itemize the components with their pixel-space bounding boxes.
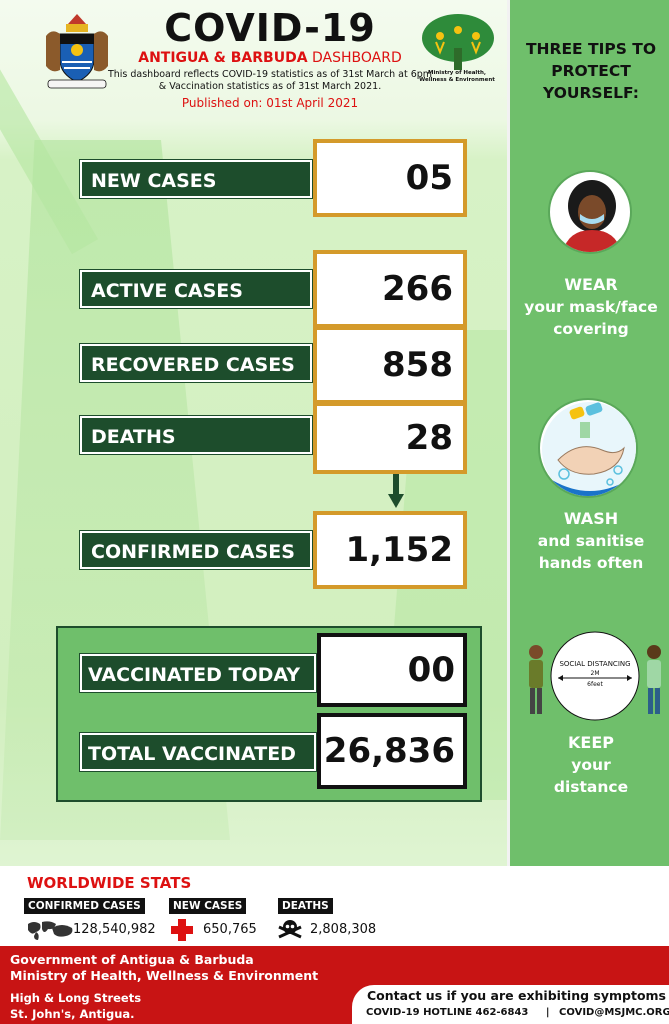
wash-tip-line-1: WASH xyxy=(563,509,619,528)
contact-line: COVID-19 HOTLINE 462-6843 | COVID@MSJMC.… xyxy=(366,1007,669,1018)
worldwide-deaths-label: DEATHS xyxy=(278,898,333,914)
vaccinated-today-label: VACCINATED TODAY xyxy=(80,654,316,692)
wash-tip-line-2: and sanitise xyxy=(537,532,645,550)
active-cases-label: ACTIVE CASES xyxy=(80,270,312,308)
tips-sidebar: THREE TIPS TO PROTECT YOURSELF: WEAR you… xyxy=(507,0,669,866)
confirmed-cases-label: CONFIRMED CASES xyxy=(80,531,312,569)
worldwide-new-label: NEW CASES xyxy=(169,898,247,914)
footer-ministry: Ministry of Health, Wellness & Environme… xyxy=(10,968,319,983)
published-date: Published on: 01st April 2021 xyxy=(181,96,359,110)
mask-tip-text: WEAR your mask/face covering xyxy=(510,274,669,340)
footer-address-line-2: St. John's, Antigua. xyxy=(10,1007,135,1021)
down-arrow-icon xyxy=(388,474,404,508)
recovered-cases-value: 858 xyxy=(313,326,467,404)
tips-title-line-2: PROTECT xyxy=(551,62,631,80)
contact-title: Contact us if you are exhibiting symptom… xyxy=(367,988,666,1003)
ministry-logo-line-2: Wellness & Environment xyxy=(419,77,495,83)
subtitle-country: ANTIGUA & BARBUDA xyxy=(138,50,308,66)
note-line-2: & Vaccination statistics as of 31st Marc… xyxy=(158,81,382,92)
worldwide-confirmed-label: CONFIRMED CASES xyxy=(24,898,145,914)
new-cases-label: NEW CASES xyxy=(80,160,312,198)
world-map-icon xyxy=(28,921,73,940)
wash-tip-line-3: hands often xyxy=(538,554,644,572)
tips-title-line-1: THREE TIPS TO xyxy=(525,40,657,58)
wash-tip-text: WASH and sanitise hands often xyxy=(510,508,669,574)
footer-address-line-1: High & Long Streets xyxy=(10,991,142,1005)
subtitle-dashboard: DASHBOARD xyxy=(307,50,402,66)
mask-tip-line-2: your mask/face xyxy=(524,298,658,316)
wash-tip-image xyxy=(538,398,638,498)
worldwide-stats-title: WORLDWIDE STATS xyxy=(27,874,192,892)
vaccinated-today-value: 00 xyxy=(317,633,467,707)
distance-tip-text: KEEP your distance xyxy=(510,732,669,798)
worldwide-confirmed-value: 128,540,982 xyxy=(73,922,156,937)
new-cases-value: 05 xyxy=(313,139,467,217)
confirmed-cases-value: 1,152 xyxy=(313,511,467,589)
covid-email[interactable]: COVID@MSJMC.ORG xyxy=(559,1007,669,1018)
total-vaccinated-label: TOTAL VACCINATED xyxy=(80,733,316,771)
distancing-feet: 6feet xyxy=(587,681,603,688)
ministry-logo-text: Ministry of Health, Wellness & Environme… xyxy=(412,70,502,84)
worldwide-deaths-value: 2,808,308 xyxy=(310,922,377,937)
distance-tip-line-1: KEEP xyxy=(568,733,614,752)
woman-with-mask-icon xyxy=(562,180,622,252)
mask-tip-line-3: covering xyxy=(553,320,629,338)
washing-hands-icon xyxy=(542,402,636,496)
distancing-sign-text: SOCIAL DISTANCING xyxy=(559,660,631,668)
footer-government: Government of Antigua & Barbuda xyxy=(10,952,254,967)
deaths-value: 28 xyxy=(313,402,467,474)
recovered-cases-label: RECOVERED CASES xyxy=(80,344,312,382)
distancing-tip-image: SOCIAL DISTANCING 2M 6feet xyxy=(520,630,669,722)
tips-title-line-3: YOURSELF: xyxy=(543,84,639,102)
contact-panel xyxy=(352,985,669,1024)
tips-title: THREE TIPS TO PROTECT YOURSELF: xyxy=(510,38,669,104)
distance-tip-line-3: distance xyxy=(553,778,629,796)
social-distancing-icon xyxy=(529,631,661,721)
deaths-label: DEATHS xyxy=(80,416,312,454)
skull-crossbones-icon xyxy=(278,920,302,939)
contact-separator: | xyxy=(545,1007,550,1018)
distancing-meters: 2M xyxy=(590,670,600,677)
statistics-note: This dashboard reflects COVID-19 statist… xyxy=(105,69,435,93)
total-vaccinated-value: 26,836 xyxy=(317,713,467,789)
note-line-1: This dashboard reflects COVID-19 statist… xyxy=(107,69,433,80)
mask-tip-line-1: WEAR xyxy=(564,275,618,294)
mask-tip-image xyxy=(548,170,632,254)
coat-of-arms-icon xyxy=(46,14,108,89)
distance-tip-line-2: your xyxy=(571,756,611,774)
page-title: COVID-19 xyxy=(164,6,376,50)
worldwide-new-value: 650,765 xyxy=(203,922,257,937)
ministry-tree-logo-icon xyxy=(422,14,494,70)
dashboard-subtitle: ANTIGUA & BARBUDA DASHBOARD xyxy=(110,50,430,66)
covid-hotline[interactable]: COVID-19 HOTLINE 462-6843 xyxy=(366,1007,529,1018)
ministry-logo-line-1: Ministry of Health, xyxy=(428,70,486,76)
red-cross-icon xyxy=(171,919,193,941)
active-cases-value: 266 xyxy=(313,250,467,328)
